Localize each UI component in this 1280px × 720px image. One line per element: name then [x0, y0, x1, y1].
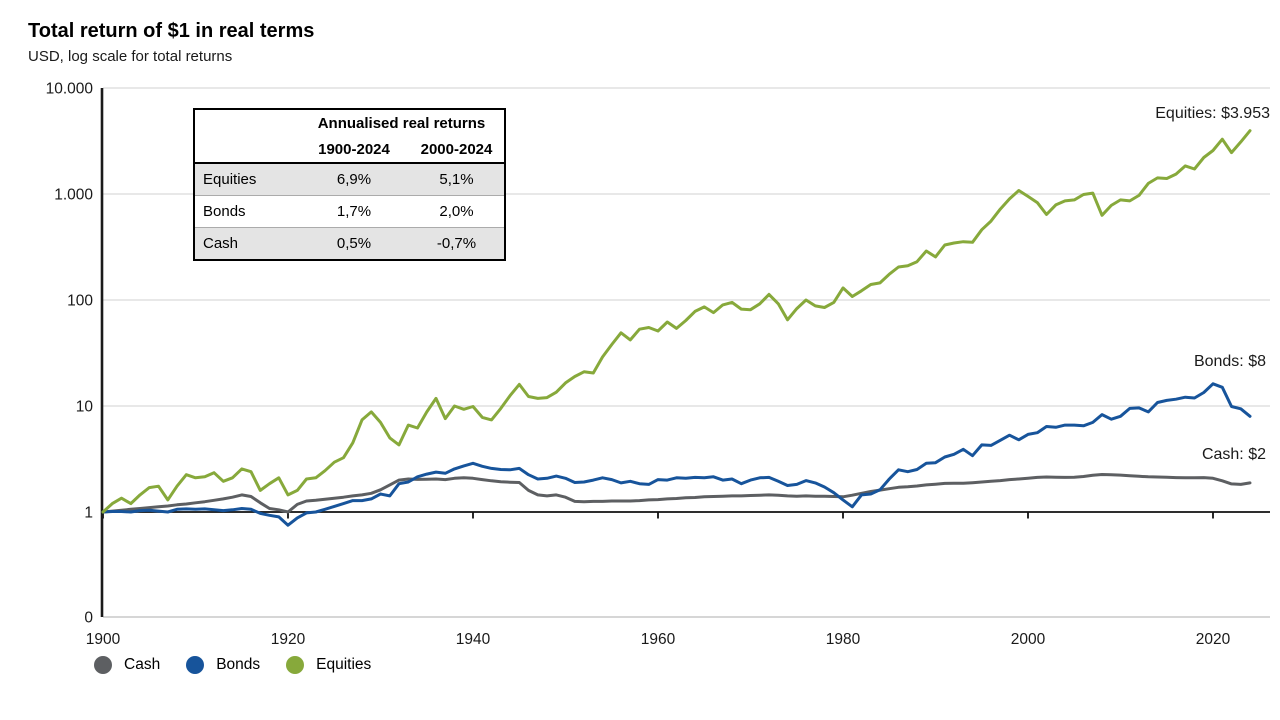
y-tick-label-10.000: 10.000 [46, 81, 94, 98]
legend: Cash Bonds Equities [94, 656, 371, 674]
x-tick-label-1940: 1940 [456, 631, 491, 648]
x-tick-label-2020: 2020 [1196, 631, 1231, 648]
returns-table-columns: 1900-2024 2000-2024 [195, 137, 504, 164]
returns-table-title: Annualised real returns [317, 115, 486, 132]
bonds-return-1900-2024: 1,7% [336, 203, 372, 220]
returns-table-header: Annualised real returns [195, 110, 504, 137]
table-row-bonds: Bonds 1,7% 2,0% [195, 195, 504, 227]
cash-return-2000-2024: -0,7% [436, 235, 477, 252]
chart-subtitle: USD, log scale for total returns [28, 48, 233, 65]
equities-legend-dot-icon [286, 656, 305, 674]
legend-item-equities: Equities [286, 656, 371, 674]
bonds-return-2000-2024: 2,0% [439, 203, 474, 220]
legend-item-cash: Cash [94, 656, 160, 674]
column-header-2000-2024: 2000-2024 [420, 141, 493, 158]
column-header-1900-2024: 1900-2024 [318, 141, 390, 158]
x-tick-label-1900: 1900 [86, 631, 121, 648]
x-tick-label-1920: 1920 [271, 631, 306, 648]
legend-label-bonds: Bonds [216, 656, 261, 673]
row-label: Bonds [203, 203, 246, 220]
row-label: Equities [203, 171, 257, 188]
cash-return-1900-2024: 0,5% [336, 235, 372, 252]
x-tick-label-1980: 1980 [826, 631, 861, 648]
equities-line [101, 129, 1252, 514]
bonds-end-label: Bonds: $8 [1193, 353, 1266, 370]
chart-title: Total return of $1 in real terms [28, 20, 315, 42]
legend-label-cash: Cash [124, 656, 161, 673]
y-tick-label-100: 100 [67, 293, 93, 310]
cash-legend-dot-icon [94, 656, 112, 674]
returns-table: Annualised real returns 1900-2024 2000-2… [193, 108, 506, 261]
equities-end-label: Equities: $3.953 [1155, 105, 1270, 122]
row-label: Cash [203, 235, 239, 252]
legend-item-bonds: Bonds [186, 656, 260, 674]
x-tick-label-2000: 2000 [1011, 631, 1046, 648]
cash-end-label: Cash: $2 [1201, 446, 1266, 463]
y-tick-label-1: 1 [84, 505, 93, 522]
equities-return-1900-2024: 6,9% [336, 171, 372, 188]
y-tick-label-0: 0 [84, 610, 93, 627]
table-row-cash: Cash 0,5% -0,7% [195, 227, 504, 259]
table-row-equities: Equities 6,9% 5,1% [195, 164, 504, 195]
legend-label-equities: Equities [316, 656, 372, 673]
y-tick-label-1.000: 1.000 [54, 187, 93, 204]
x-tick-label-1960: 1960 [641, 631, 676, 648]
bonds-line [101, 382, 1252, 527]
cash-line [101, 473, 1252, 514]
y-tick-label-10: 10 [76, 399, 94, 416]
equities-return-2000-2024: 5,1% [439, 171, 474, 188]
bonds-legend-dot-icon [186, 656, 205, 674]
